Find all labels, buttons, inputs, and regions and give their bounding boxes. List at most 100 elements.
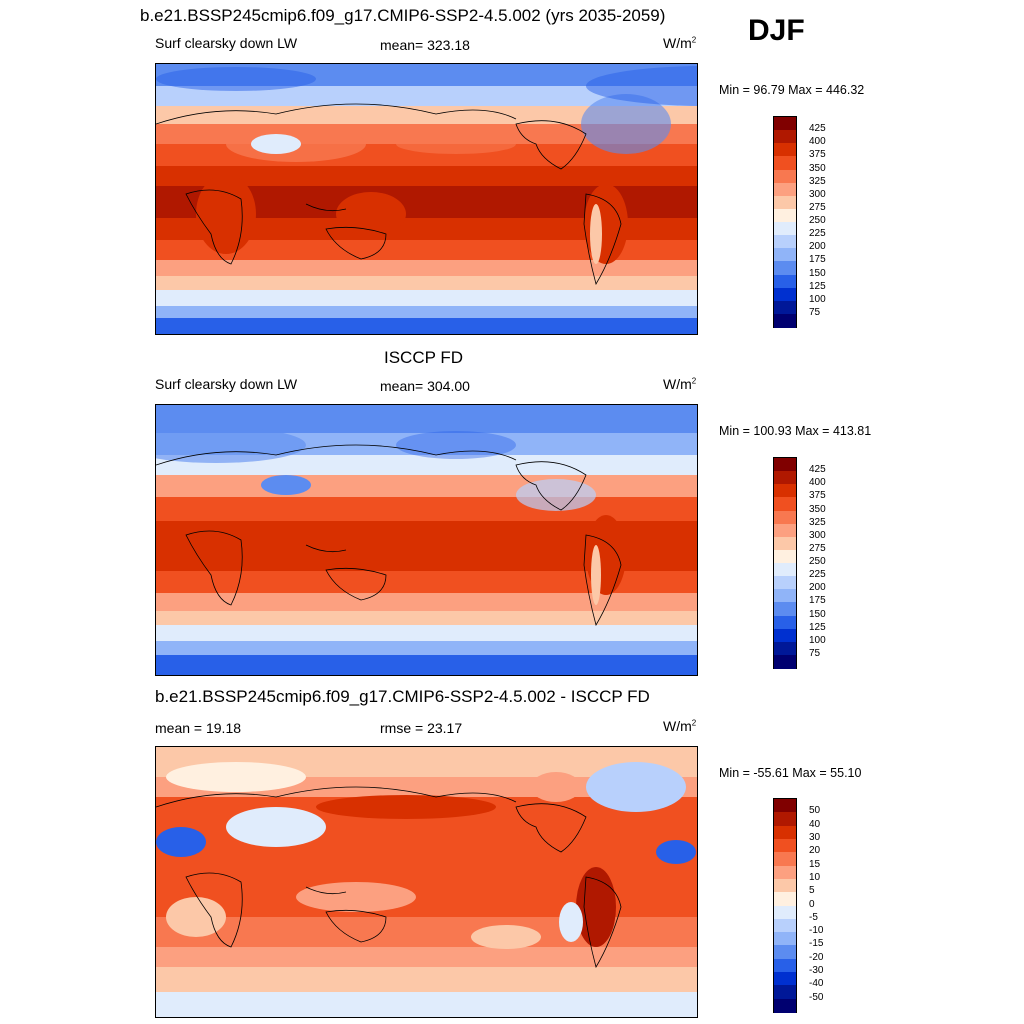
colorbar-swatch bbox=[774, 156, 796, 171]
panel-3-units: W/m2 bbox=[663, 718, 697, 734]
colorbar-tick-label: 20 bbox=[809, 845, 821, 857]
colorbar-swatch bbox=[774, 549, 796, 564]
colorbar-tick-label: 75 bbox=[809, 647, 821, 659]
panel-2-colorbar bbox=[773, 457, 797, 669]
colorbar-swatch bbox=[774, 654, 796, 669]
colorbar-tick-label: -20 bbox=[809, 951, 824, 963]
panel-3-map bbox=[155, 746, 698, 1018]
colorbar-swatch bbox=[774, 799, 796, 813]
colorbar-tick-label: 40 bbox=[809, 818, 821, 830]
colorbar-tick-label: 225 bbox=[809, 569, 826, 581]
colorbar-tick-label: 375 bbox=[809, 490, 826, 502]
panel-1-mean-label: mean= 323.18 bbox=[380, 37, 470, 53]
colorbar-swatch bbox=[774, 248, 796, 263]
colorbar-swatch bbox=[774, 563, 796, 577]
colorbar-tick-label: 350 bbox=[809, 503, 826, 515]
colorbar-swatch bbox=[774, 918, 796, 933]
colorbar-tick-label: 300 bbox=[809, 529, 826, 541]
colorbar-tick-label: 5 bbox=[809, 885, 815, 897]
colorbar-tick-label: -40 bbox=[809, 978, 824, 990]
colorbar-swatch bbox=[774, 641, 796, 656]
colorbar-tick-label: 425 bbox=[809, 464, 826, 476]
colorbar-tick-label: 0 bbox=[809, 898, 815, 910]
colorbar-tick-label: -5 bbox=[809, 911, 818, 923]
colorbar-tick-label: 250 bbox=[809, 215, 826, 226]
panel-2-mean-label: mean= 304.00 bbox=[380, 378, 470, 394]
season-label: DJF bbox=[748, 14, 805, 47]
colorbar-swatch bbox=[774, 945, 796, 960]
colorbar-tick-label: 125 bbox=[809, 621, 826, 633]
colorbar-tick-label: 75 bbox=[809, 306, 821, 318]
panel-1-colorbar bbox=[773, 116, 797, 328]
colorbar-swatch bbox=[774, 510, 796, 525]
colorbar-tick-label: -50 bbox=[809, 991, 824, 1003]
panel-3-mean-label: mean = 19.18 bbox=[155, 720, 242, 736]
colorbar-tick-label: 15 bbox=[809, 858, 821, 870]
colorbar-swatch bbox=[774, 458, 796, 472]
colorbar-swatch bbox=[774, 998, 796, 1013]
panel-2-variable-label: Surf clearsky down LW bbox=[155, 376, 298, 392]
colorbar-tick-label: 350 bbox=[809, 162, 826, 174]
colorbar-swatch bbox=[774, 536, 796, 551]
colorbar-tick-label: 425 bbox=[809, 123, 826, 135]
colorbar-tick-label: 175 bbox=[809, 595, 826, 607]
colorbar-swatch bbox=[774, 878, 796, 893]
colorbar-swatch bbox=[774, 523, 796, 538]
colorbar-tick-label: 300 bbox=[809, 188, 826, 200]
colorbar-swatch bbox=[774, 985, 796, 1000]
colorbar-swatch bbox=[774, 865, 796, 880]
colorbar-tick-label: 225 bbox=[809, 228, 826, 240]
colorbar-swatch bbox=[774, 972, 796, 987]
panel-3-minmax: Min = -55.61 Max = 55.10 bbox=[719, 766, 862, 780]
panel-2-title: ISCCP FD bbox=[384, 348, 464, 367]
colorbar-swatch bbox=[774, 235, 796, 250]
panel-1-map bbox=[155, 63, 698, 335]
colorbar-swatch bbox=[774, 602, 796, 617]
colorbar-swatch bbox=[774, 576, 796, 591]
panel-3-colorbar bbox=[773, 798, 797, 1013]
colorbar-swatch bbox=[774, 932, 796, 947]
colorbar-tick-label: 10 bbox=[809, 871, 821, 883]
colorbar-tick-label: 200 bbox=[809, 241, 826, 253]
colorbar-swatch bbox=[774, 261, 796, 276]
panel-2-minmax: Min = 100.93 Max = 413.81 bbox=[719, 424, 872, 438]
colorbar-swatch bbox=[774, 195, 796, 210]
colorbar-swatch bbox=[774, 471, 796, 486]
colorbar-tick-label: 375 bbox=[809, 149, 826, 161]
panel-2-units: W/m2 bbox=[663, 376, 697, 392]
colorbar-swatch bbox=[774, 300, 796, 315]
colorbar-swatch bbox=[774, 130, 796, 145]
colorbar-swatch bbox=[774, 589, 796, 604]
panel-1-units: W/m2 bbox=[663, 35, 697, 51]
colorbar-swatch bbox=[774, 905, 796, 920]
colorbar-tick-label: 250 bbox=[809, 556, 826, 567]
colorbar-swatch bbox=[774, 117, 796, 131]
colorbar-tick-label: 400 bbox=[809, 477, 826, 489]
colorbar-tick-label: 175 bbox=[809, 254, 826, 266]
colorbar-swatch bbox=[774, 852, 796, 867]
colorbar-tick-label: 30 bbox=[809, 831, 821, 843]
panel-3-rmse-label: rmse = 23.17 bbox=[380, 720, 463, 736]
colorbar-swatch bbox=[774, 838, 796, 853]
colorbar-tick-label: 150 bbox=[809, 267, 826, 279]
colorbar-swatch bbox=[774, 812, 796, 827]
colorbar-swatch bbox=[774, 497, 796, 512]
colorbar-tick-label: 200 bbox=[809, 582, 826, 594]
colorbar-swatch bbox=[774, 208, 796, 223]
colorbar-swatch bbox=[774, 182, 796, 197]
colorbar-tick-label: -15 bbox=[809, 938, 824, 950]
colorbar-tick-label: 325 bbox=[809, 516, 826, 528]
colorbar-tick-label: 325 bbox=[809, 175, 826, 187]
panel-1-variable-label: Surf clearsky down LW bbox=[155, 35, 298, 51]
colorbar-tick-label: -10 bbox=[809, 925, 824, 937]
colorbar-swatch bbox=[774, 143, 796, 158]
colorbar-tick-label: -30 bbox=[809, 965, 824, 977]
colorbar-tick-label: 100 bbox=[809, 293, 826, 305]
colorbar-swatch bbox=[774, 615, 796, 630]
colorbar-swatch bbox=[774, 958, 796, 973]
colorbar-swatch bbox=[774, 628, 796, 643]
colorbar-swatch bbox=[774, 274, 796, 289]
colorbar-swatch bbox=[774, 313, 796, 328]
colorbar-tick-label: 275 bbox=[809, 201, 826, 213]
colorbar-swatch bbox=[774, 825, 796, 840]
